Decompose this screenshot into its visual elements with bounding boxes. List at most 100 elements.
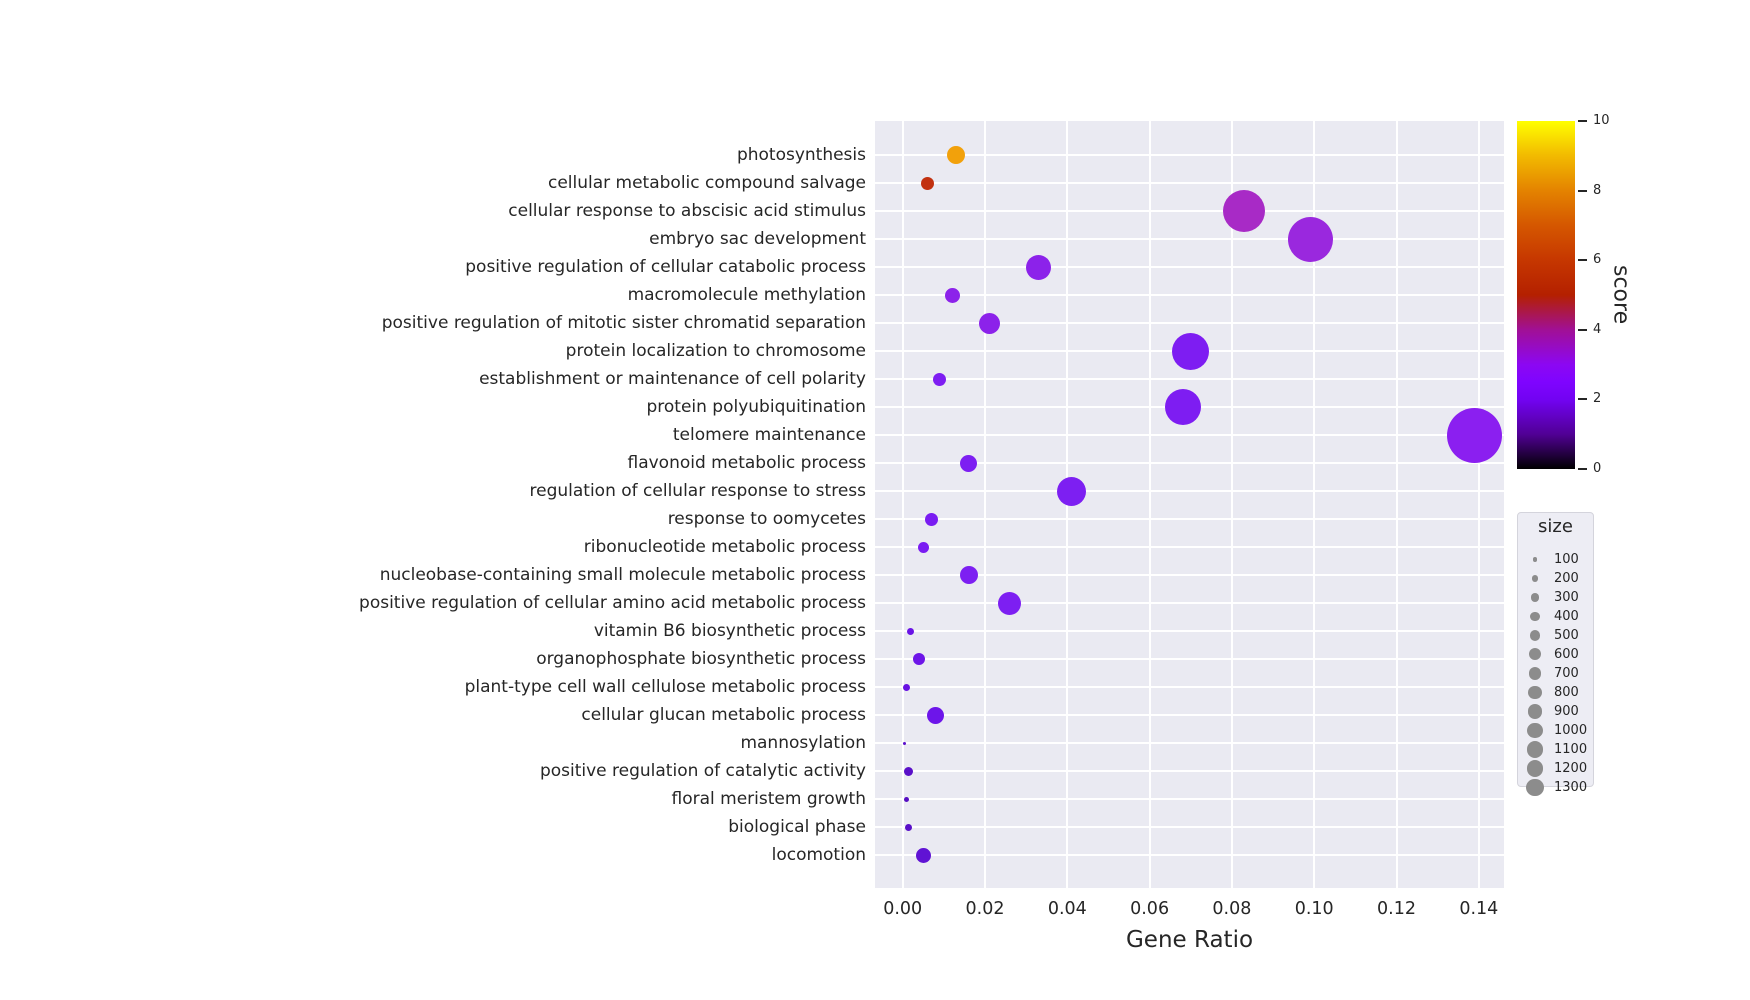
data-point-bubble — [978, 312, 1000, 334]
data-point-bubble — [1164, 389, 1201, 425]
size-legend-circle — [1528, 667, 1542, 680]
colorbar-tick-mark — [1578, 189, 1587, 192]
size-legend-entry: 1100 — [1518, 740, 1593, 759]
y-tick-label: ribonucleotide metabolic process — [583, 537, 866, 557]
size-legend-circle — [1530, 611, 1540, 622]
y-tick-label: photosynthesis — [736, 145, 866, 165]
y-tick-label: protein localization to chromosome — [565, 341, 866, 361]
gridline-horizontal — [875, 210, 1504, 212]
gridline-horizontal — [875, 322, 1504, 324]
size-legend-value: 1200 — [1554, 761, 1588, 776]
y-tick-label: establishment or maintenance of cell pol… — [479, 369, 866, 389]
gridline-horizontal — [875, 462, 1504, 464]
y-tick-label: positive regulation of cellular cataboli… — [465, 257, 866, 277]
y-tick-label: embryo sac development — [649, 229, 866, 249]
data-point-bubble — [913, 653, 926, 665]
y-tick-label: vitamin B6 biosynthetic process — [593, 621, 866, 641]
y-tick-label: floral meristem growth — [671, 789, 866, 809]
size-legend-value: 1000 — [1554, 723, 1588, 738]
colorbar-tick-mark — [1578, 259, 1587, 262]
colorbar-label: score — [1608, 265, 1634, 325]
data-point-bubble — [933, 372, 947, 386]
size-legend-entry: 500 — [1518, 626, 1593, 645]
y-tick-label: mannosylation — [740, 733, 866, 753]
gridline-horizontal — [875, 294, 1504, 296]
data-point-bubble — [959, 566, 978, 584]
gridline-horizontal — [875, 854, 1504, 856]
data-point-bubble — [1025, 254, 1051, 280]
size-legend-entry: 600 — [1518, 645, 1593, 664]
x-axis-labels: 0.00 0.02 0.04 0.06 0.08 0.10 0.12 0.14 — [0, 899, 1750, 923]
size-legend-value: 700 — [1554, 666, 1579, 681]
x-tick-label: 0.04 — [1047, 899, 1087, 919]
colorbar-tick-label: 0 — [1593, 461, 1602, 476]
data-point-bubble — [903, 683, 911, 691]
gridline-horizontal — [875, 518, 1504, 520]
size-legend-value: 300 — [1554, 590, 1579, 605]
gridline-horizontal — [875, 714, 1504, 716]
data-point-bubble — [904, 796, 910, 802]
size-legend-value: 600 — [1554, 647, 1579, 662]
y-tick-label: cellular glucan metabolic process — [581, 705, 866, 725]
size-legend-entry: 1000 — [1518, 721, 1593, 740]
gridline-vertical — [901, 121, 904, 888]
y-tick-label: locomotion — [771, 845, 866, 865]
gridline-horizontal — [875, 182, 1504, 184]
colorbar-tick-mark — [1578, 120, 1587, 122]
gridline-horizontal — [875, 826, 1504, 828]
data-point-bubble — [904, 766, 914, 776]
x-tick-label: 0.08 — [1212, 899, 1252, 919]
colorbar — [1517, 121, 1575, 469]
size-legend-circle — [1530, 593, 1540, 602]
size-legend-value: 1300 — [1554, 780, 1588, 795]
data-point-bubble — [904, 823, 912, 831]
size-legend-value: 100 — [1554, 552, 1579, 567]
colorbar-tick-mark — [1578, 328, 1587, 331]
gridline-horizontal — [875, 378, 1504, 380]
gridline-horizontal — [875, 602, 1504, 604]
data-point-bubble — [907, 627, 915, 635]
data-point-bubble — [1056, 476, 1086, 506]
size-legend-circle — [1527, 722, 1543, 739]
y-tick-label: positive regulation of cellular amino ac… — [359, 593, 866, 613]
size-legend-circle — [1529, 630, 1541, 641]
y-tick-label: cellular response to abscisic acid stimu… — [508, 201, 866, 221]
data-point-bubble — [947, 146, 966, 164]
y-tick-label: plant-type cell wall cellulose metabolic… — [464, 677, 866, 697]
data-point-bubble — [920, 176, 934, 190]
size-legend-circle — [1532, 557, 1538, 562]
size-legend-entry: 300 — [1518, 588, 1593, 607]
colorbar-tick-label: 2 — [1593, 391, 1602, 407]
data-point-bubble — [944, 287, 960, 303]
size-legend: size 100 200 300 400 500 600 700 800 900 1000 1100… — [1517, 512, 1594, 797]
size-legend-circle — [1526, 778, 1544, 797]
gridline-vertical — [984, 121, 986, 888]
size-legend-entry: 1300 — [1518, 778, 1593, 797]
x-tick-label: 0.12 — [1377, 899, 1416, 919]
x-axis-title: Gene Ratio — [1125, 927, 1254, 953]
data-point-bubble — [1172, 332, 1210, 370]
data-point-bubble — [927, 706, 945, 724]
x-tick-label: 0.10 — [1294, 899, 1334, 919]
size-legend-circle — [1528, 685, 1542, 700]
gridline-horizontal — [875, 266, 1504, 268]
colorbar-ticks: 0 2 4 6 8 10 — [1517, 113, 1637, 476]
colorbar-tick-label: 10 — [1593, 113, 1610, 128]
data-point-bubble — [917, 541, 929, 553]
y-tick-label: positive regulation of catalytic activit… — [539, 761, 866, 781]
data-point-bubble — [1447, 407, 1503, 463]
size-legend-value: 200 — [1554, 571, 1579, 586]
size-legend-entry: 700 — [1518, 664, 1593, 683]
gridline-horizontal — [875, 490, 1504, 492]
gridline-horizontal — [875, 742, 1504, 744]
size-legend-entry: 800 — [1518, 683, 1593, 702]
size-legend-value: 800 — [1554, 685, 1579, 700]
gridline-vertical — [1477, 121, 1480, 888]
data-point-bubble — [1223, 190, 1266, 232]
gridline-horizontal — [875, 686, 1504, 688]
size-legend-value: 1100 — [1554, 742, 1588, 757]
x-tick-label: 0.02 — [965, 899, 1005, 919]
y-tick-label: organophosphate biosynthetic process — [536, 649, 866, 669]
gridline-horizontal — [875, 154, 1504, 156]
y-tick-label: macromolecule methylation — [627, 285, 866, 305]
